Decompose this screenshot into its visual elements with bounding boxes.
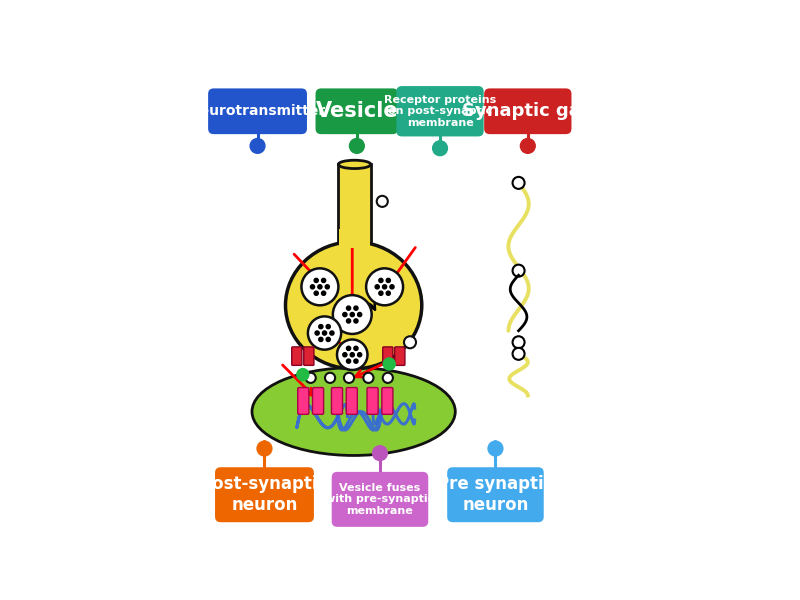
Circle shape xyxy=(354,306,358,310)
Circle shape xyxy=(308,316,341,350)
Circle shape xyxy=(325,373,335,383)
Circle shape xyxy=(257,441,272,456)
Text: Post-synaptic
neuron: Post-synaptic neuron xyxy=(201,475,328,514)
Circle shape xyxy=(513,348,525,360)
Circle shape xyxy=(390,285,394,289)
Circle shape xyxy=(350,139,364,154)
Text: Vesicle: Vesicle xyxy=(315,101,398,121)
FancyBboxPatch shape xyxy=(396,86,484,136)
Circle shape xyxy=(433,141,447,155)
FancyBboxPatch shape xyxy=(215,467,314,522)
FancyBboxPatch shape xyxy=(382,347,393,365)
Circle shape xyxy=(318,337,323,341)
FancyBboxPatch shape xyxy=(346,388,358,415)
Ellipse shape xyxy=(338,160,370,169)
Circle shape xyxy=(513,177,525,189)
Circle shape xyxy=(344,373,354,383)
Circle shape xyxy=(382,373,393,383)
Circle shape xyxy=(386,278,390,283)
Circle shape xyxy=(383,358,395,370)
Circle shape xyxy=(314,278,318,283)
Circle shape xyxy=(354,346,358,350)
FancyBboxPatch shape xyxy=(208,88,307,134)
Circle shape xyxy=(375,285,379,289)
Circle shape xyxy=(315,331,319,335)
FancyBboxPatch shape xyxy=(292,347,302,365)
Ellipse shape xyxy=(286,242,422,369)
Circle shape xyxy=(310,285,314,289)
Circle shape xyxy=(346,346,350,350)
Circle shape xyxy=(379,291,383,295)
Circle shape xyxy=(250,139,265,154)
Circle shape xyxy=(346,306,350,310)
Circle shape xyxy=(326,285,330,289)
Circle shape xyxy=(354,319,358,323)
FancyBboxPatch shape xyxy=(394,347,405,365)
FancyBboxPatch shape xyxy=(367,388,378,415)
Ellipse shape xyxy=(252,368,455,455)
Circle shape xyxy=(521,139,535,154)
Circle shape xyxy=(363,373,374,383)
Circle shape xyxy=(333,295,372,334)
Text: Vesicle fuses
with pre-synaptic
membrane: Vesicle fuses with pre-synaptic membrane xyxy=(326,483,434,516)
FancyBboxPatch shape xyxy=(298,388,309,415)
FancyBboxPatch shape xyxy=(382,388,393,415)
Circle shape xyxy=(386,291,390,295)
Circle shape xyxy=(306,373,316,383)
FancyBboxPatch shape xyxy=(304,347,314,365)
Circle shape xyxy=(488,441,503,456)
Circle shape xyxy=(404,336,416,348)
Circle shape xyxy=(354,359,358,363)
Circle shape xyxy=(322,278,326,283)
Circle shape xyxy=(342,313,347,317)
Circle shape xyxy=(513,336,525,348)
Circle shape xyxy=(358,353,362,357)
Circle shape xyxy=(379,278,383,283)
Circle shape xyxy=(322,291,326,295)
Circle shape xyxy=(358,313,362,317)
FancyBboxPatch shape xyxy=(338,164,370,245)
Circle shape xyxy=(513,265,525,277)
Text: Synaptic gap: Synaptic gap xyxy=(462,102,594,120)
Circle shape xyxy=(330,331,334,335)
Text: Pre synaptic
neuron: Pre synaptic neuron xyxy=(438,475,554,514)
FancyBboxPatch shape xyxy=(332,472,428,527)
Circle shape xyxy=(302,268,338,305)
Bar xyxy=(339,229,370,248)
Circle shape xyxy=(297,368,309,380)
Circle shape xyxy=(346,359,350,363)
Text: Receptor proteins
on post-synaptic
membrane: Receptor proteins on post-synaptic membr… xyxy=(384,95,496,128)
FancyBboxPatch shape xyxy=(447,467,544,522)
Circle shape xyxy=(350,353,354,357)
FancyBboxPatch shape xyxy=(315,88,398,134)
Circle shape xyxy=(377,196,388,207)
Text: Neurotransmitter: Neurotransmitter xyxy=(189,104,326,118)
Circle shape xyxy=(373,446,387,461)
Circle shape xyxy=(318,325,323,329)
FancyBboxPatch shape xyxy=(484,88,571,134)
Circle shape xyxy=(318,285,322,289)
Circle shape xyxy=(322,331,326,335)
Circle shape xyxy=(314,291,318,295)
Circle shape xyxy=(337,340,367,370)
Circle shape xyxy=(350,313,354,317)
Circle shape xyxy=(366,268,403,305)
FancyBboxPatch shape xyxy=(331,388,342,415)
Circle shape xyxy=(342,353,347,357)
Circle shape xyxy=(346,319,350,323)
Circle shape xyxy=(382,285,386,289)
FancyBboxPatch shape xyxy=(313,388,324,415)
Circle shape xyxy=(326,325,330,329)
Circle shape xyxy=(326,337,330,341)
